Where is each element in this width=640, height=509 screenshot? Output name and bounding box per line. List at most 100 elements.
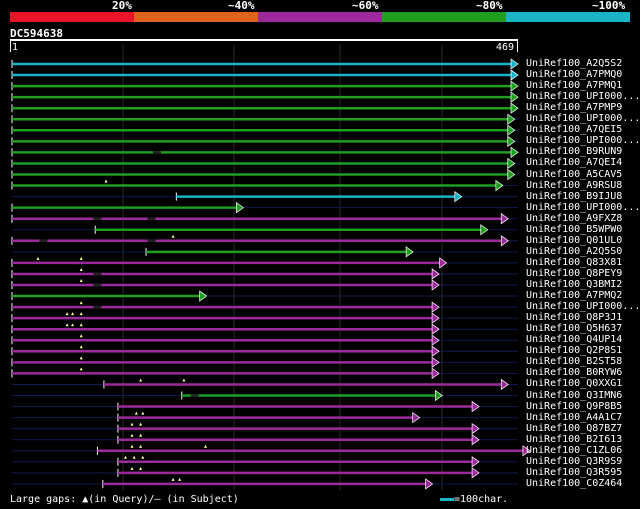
query-gap-marker	[79, 256, 83, 260]
hit-label[interactable]: UniRef100_A7QEI5	[526, 124, 623, 136]
hit-label[interactable]: UniRef100_A7PMP9	[526, 102, 623, 114]
hit-track[interactable]	[11, 102, 519, 114]
hit-label[interactable]: UniRef100_B9RUN9	[526, 146, 623, 158]
hit-track[interactable]	[11, 157, 518, 170]
hit-label[interactable]: UniRef100_A5CAV5	[526, 168, 623, 180]
hit-label[interactable]: UniRef100_Q0XXG1	[526, 378, 623, 390]
query-gap-marker	[130, 422, 134, 426]
hit-track[interactable]	[11, 135, 518, 148]
hit-label[interactable]: UniRef100_Q8P3J1	[526, 312, 623, 324]
hit-track[interactable]	[11, 334, 518, 346]
hit-label[interactable]: UniRef100_B2ST58	[526, 356, 623, 368]
hit-track[interactable]	[11, 113, 518, 125]
hit-label[interactable]: UniRef100_UPI000...	[526, 301, 640, 313]
hit-track[interactable]	[11, 234, 518, 247]
hit-track[interactable]	[11, 323, 518, 335]
hit-label[interactable]: UniRef100_A2Q5S0	[526, 245, 623, 257]
query-gap-marker	[124, 455, 128, 459]
hit-arrow	[431, 268, 440, 280]
hit-label[interactable]: UniRef100_C1ZL06	[526, 444, 623, 456]
query-gap-marker	[71, 323, 75, 327]
hit-track[interactable]	[12, 400, 518, 413]
hit-track[interactable]	[11, 290, 518, 302]
hit-track[interactable]	[11, 80, 519, 92]
hit-track[interactable]	[12, 246, 518, 258]
hit-label[interactable]: UniRef100_A7PMQ1	[526, 80, 623, 92]
hit-track[interactable]	[12, 444, 531, 457]
query-gap-marker	[130, 466, 134, 470]
hit-track[interactable]	[11, 91, 519, 103]
legend-segment-2	[134, 12, 258, 22]
hit-track[interactable]	[12, 455, 518, 468]
hit-label[interactable]: UniRef100_A7PMQ0	[526, 69, 623, 81]
hit-label[interactable]: UniRef100_A2Q5S2	[526, 58, 623, 69]
hit-arrow	[439, 257, 448, 269]
hit-label[interactable]: UniRef100_Q83X81	[526, 256, 623, 268]
hit-track[interactable]	[12, 466, 518, 479]
query-gap-marker	[79, 312, 83, 316]
hit-track[interactable]	[12, 422, 518, 435]
hit-track[interactable]	[11, 201, 518, 214]
hit-label[interactable]: UniRef100_UPI000...	[526, 113, 640, 125]
query-id: DC594638	[10, 27, 63, 40]
hit-track[interactable]	[11, 213, 518, 225]
hit-label[interactable]: UniRef100_B2I613	[526, 433, 623, 445]
hit-label[interactable]: UniRef100_Q4UP14	[526, 334, 623, 346]
hit-label[interactable]: UniRef100_B0RYW6	[526, 367, 623, 379]
hit-label[interactable]: UniRef100_UPI000...	[526, 135, 640, 147]
hit-label[interactable]: UniRef100_A7QEI4	[526, 157, 623, 169]
ruler-end-tick	[517, 41, 518, 52]
hit-label[interactable]: UniRef100_B9IJU8	[526, 190, 623, 202]
hit-label[interactable]: UniRef100_UPI000...	[526, 201, 640, 213]
hit-track[interactable]	[11, 312, 518, 324]
hit-arrow	[480, 224, 489, 236]
hit-label[interactable]: UniRef100_A9FXZ8	[526, 212, 623, 224]
hit-label[interactable]: UniRef100_Q01UL0	[526, 234, 623, 246]
hit-label[interactable]: UniRef100_A9RSU8	[526, 179, 623, 191]
hit-arrow	[495, 179, 504, 192]
legend-percent-1: 20%	[112, 0, 132, 12]
query-gap-marker	[36, 256, 40, 260]
hit-track[interactable]	[11, 301, 518, 313]
hit-label[interactable]: UniRef100_Q3R9S9	[526, 455, 623, 467]
hit-track[interactable]	[11, 168, 518, 181]
query-gap-marker	[132, 455, 136, 459]
hit-label[interactable]: UniRef100_Q8PEY9	[526, 267, 623, 279]
hit-track[interactable]	[12, 433, 518, 446]
hit-track[interactable]	[11, 267, 518, 280]
hit-label[interactable]: UniRef100_C0Z464	[526, 477, 623, 489]
hit-arrow	[510, 102, 519, 114]
hit-label[interactable]: UniRef100_B5WPW0	[526, 223, 623, 235]
hit-arrow	[507, 157, 516, 170]
hit-label[interactable]: UniRef100_A4A1C7	[526, 411, 623, 423]
query-gap-marker	[204, 444, 208, 448]
hit-track[interactable]	[12, 378, 518, 391]
hit-track[interactable]	[11, 58, 519, 70]
hit-label[interactable]: UniRef100_Q2P8S1	[526, 345, 623, 357]
hit-track[interactable]	[11, 356, 518, 369]
ruler-end-label: 469	[496, 42, 515, 53]
hit-label[interactable]: UniRef100_UPI000...	[526, 91, 640, 103]
hit-track[interactable]	[11, 279, 518, 291]
hit-label[interactable]: UniRef100_Q3R595	[526, 466, 623, 478]
hit-label[interactable]: UniRef100_Q3IMN6	[526, 389, 623, 401]
hit-track[interactable]	[11, 124, 518, 136]
hit-track[interactable]	[12, 477, 518, 490]
hit-label[interactable]: UniRef100_Q5H637	[526, 323, 623, 335]
hit-track[interactable]	[11, 179, 518, 192]
hit-track[interactable]	[11, 345, 518, 357]
hit-label[interactable]: UniRef100_Q87BZ7	[526, 422, 623, 434]
hit-track[interactable]	[11, 367, 518, 380]
hit-track[interactable]	[12, 411, 518, 424]
hit-track[interactable]	[11, 146, 519, 159]
hit-label[interactable]: UniRef100_A7PMQ2	[526, 290, 623, 302]
hit-track[interactable]	[12, 389, 518, 402]
hit-track[interactable]	[12, 190, 518, 203]
hit-track[interactable]	[11, 69, 519, 81]
hit-track[interactable]	[12, 224, 518, 236]
query-gap-marker	[65, 323, 69, 327]
hit-label[interactable]: UniRef100_Q9P8B5	[526, 400, 623, 412]
hit-label[interactable]: UniRef100_Q3BMI2	[526, 279, 623, 290]
hit-arrow	[507, 168, 516, 181]
hit-track[interactable]	[11, 256, 518, 269]
